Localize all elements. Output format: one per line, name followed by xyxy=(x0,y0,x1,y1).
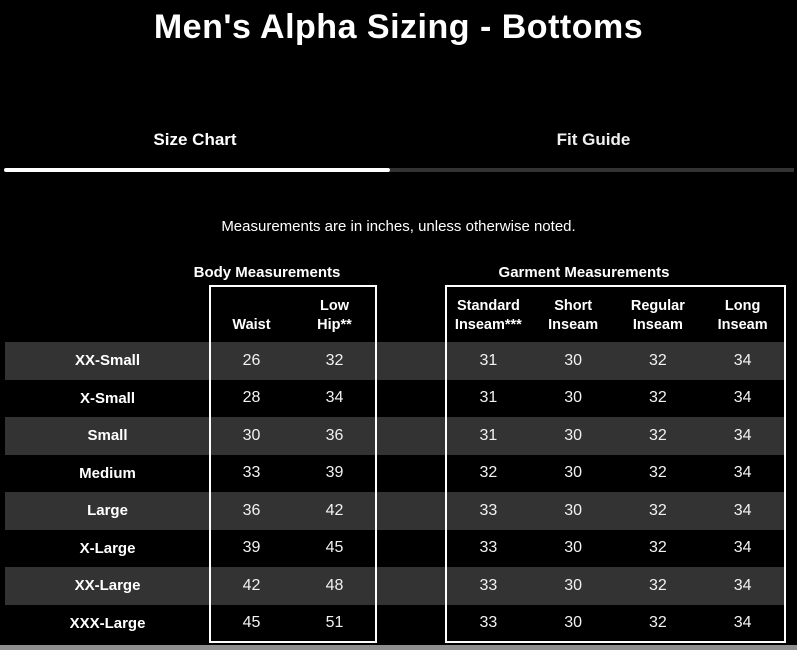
column-header-regular-inseam: Regular Inseam xyxy=(630,297,685,334)
low-hip-value: 34 xyxy=(325,389,344,407)
low-hip-value: 45 xyxy=(325,539,344,557)
regular-inseam-value: 32 xyxy=(648,539,667,557)
standard-inseam-value: 31 xyxy=(479,426,498,444)
table-row: X-Large 39 45 33 30 32 34 xyxy=(5,530,785,568)
regular-inseam-value: 32 xyxy=(648,614,667,632)
long-inseam-value: 34 xyxy=(733,426,752,444)
waist-value: 42 xyxy=(242,576,261,594)
waist-value: 26 xyxy=(242,351,261,369)
size-label: XXX-Large xyxy=(69,614,146,632)
size-label: Medium xyxy=(79,464,136,482)
column-header-low-hip: Low Hip** xyxy=(317,297,352,334)
inactive-tab-indicator xyxy=(390,168,794,172)
short-inseam-value: 30 xyxy=(564,614,583,632)
long-inseam-value: 34 xyxy=(733,576,752,594)
low-hip-value: 48 xyxy=(325,576,344,594)
column-header-long-inseam: Long Inseam xyxy=(717,297,768,334)
body-measurements-group-label: Body Measurements xyxy=(193,264,341,281)
tab-fit-guide-label: Fit Guide xyxy=(556,130,631,149)
long-inseam-value: 34 xyxy=(733,501,752,519)
column-header-short-inseam: Short Inseam xyxy=(548,297,599,334)
long-inseam-value: 34 xyxy=(733,351,752,369)
short-inseam-value: 30 xyxy=(564,426,583,444)
active-tab-indicator xyxy=(4,168,390,172)
table-row: Large 36 42 33 30 32 34 xyxy=(5,492,785,530)
low-hip-value: 32 xyxy=(325,351,344,369)
size-label: X-Large xyxy=(79,539,136,557)
short-inseam-value: 30 xyxy=(564,351,583,369)
short-inseam-value: 30 xyxy=(564,539,583,557)
size-label: Small xyxy=(87,427,128,445)
tab-bar: Size Chart Fit Guide xyxy=(0,120,797,160)
size-label: XX-Small xyxy=(74,352,141,370)
waist-value: 28 xyxy=(242,389,261,407)
low-hip-value: 51 xyxy=(325,614,344,632)
regular-inseam-value: 32 xyxy=(648,426,667,444)
garment-column-headers: Standard Inseam*** Short Inseam Regular … xyxy=(446,292,785,339)
size-label: X-Small xyxy=(79,389,136,407)
size-table: XX-Small 26 32 31 30 32 34 X-Small 28 34… xyxy=(5,342,785,642)
standard-inseam-value: 31 xyxy=(479,351,498,369)
waist-value: 33 xyxy=(242,464,261,482)
long-inseam-value: 34 xyxy=(733,539,752,557)
table-row: X-Small 28 34 31 30 32 34 xyxy=(5,380,785,418)
tab-size-chart-label: Size Chart xyxy=(153,130,237,149)
low-hip-value: 42 xyxy=(325,501,344,519)
short-inseam-value: 30 xyxy=(564,576,583,594)
short-inseam-value: 30 xyxy=(564,389,583,407)
size-label: Large xyxy=(87,502,128,520)
standard-inseam-value: 31 xyxy=(479,389,498,407)
long-inseam-value: 34 xyxy=(733,614,752,632)
regular-inseam-value: 32 xyxy=(648,389,667,407)
table-row: XX-Large 42 48 33 30 32 34 xyxy=(5,567,785,605)
table-row: Medium 33 39 32 30 32 34 xyxy=(5,455,785,493)
table-row: Small 30 36 31 30 32 34 xyxy=(5,417,785,455)
size-label: XX-Large xyxy=(74,577,141,595)
short-inseam-value: 30 xyxy=(564,501,583,519)
page-title: Men's Alpha Sizing - Bottoms xyxy=(153,8,644,46)
low-hip-value: 39 xyxy=(325,464,344,482)
standard-inseam-value: 33 xyxy=(479,614,498,632)
standard-inseam-value: 32 xyxy=(479,464,498,482)
horizontal-scrollbar[interactable] xyxy=(0,645,797,650)
regular-inseam-value: 32 xyxy=(648,464,667,482)
waist-value: 45 xyxy=(242,614,261,632)
regular-inseam-value: 32 xyxy=(648,501,667,519)
standard-inseam-value: 33 xyxy=(479,576,498,594)
standard-inseam-value: 33 xyxy=(479,501,498,519)
table-row: XX-Small 26 32 31 30 32 34 xyxy=(5,342,785,380)
short-inseam-value: 30 xyxy=(564,464,583,482)
body-column-headers: Waist Low Hip** xyxy=(210,292,376,339)
tab-fit-guide[interactable]: Fit Guide xyxy=(390,120,797,160)
column-header-standard-inseam: Standard Inseam*** xyxy=(454,297,522,334)
low-hip-value: 36 xyxy=(325,426,344,444)
long-inseam-value: 34 xyxy=(733,389,752,407)
long-inseam-value: 34 xyxy=(733,464,752,482)
garment-measurements-group-label: Garment Measurements xyxy=(498,264,670,281)
waist-value: 39 xyxy=(242,539,261,557)
waist-value: 30 xyxy=(242,426,261,444)
measurements-note: Measurements are in inches, unless other… xyxy=(221,218,576,235)
table-row: XXX-Large 45 51 33 30 32 34 xyxy=(5,605,785,643)
column-header-waist: Waist xyxy=(232,317,271,334)
tab-size-chart[interactable]: Size Chart xyxy=(0,120,390,160)
regular-inseam-value: 32 xyxy=(648,576,667,594)
waist-value: 36 xyxy=(242,501,261,519)
standard-inseam-value: 33 xyxy=(479,539,498,557)
regular-inseam-value: 32 xyxy=(648,351,667,369)
